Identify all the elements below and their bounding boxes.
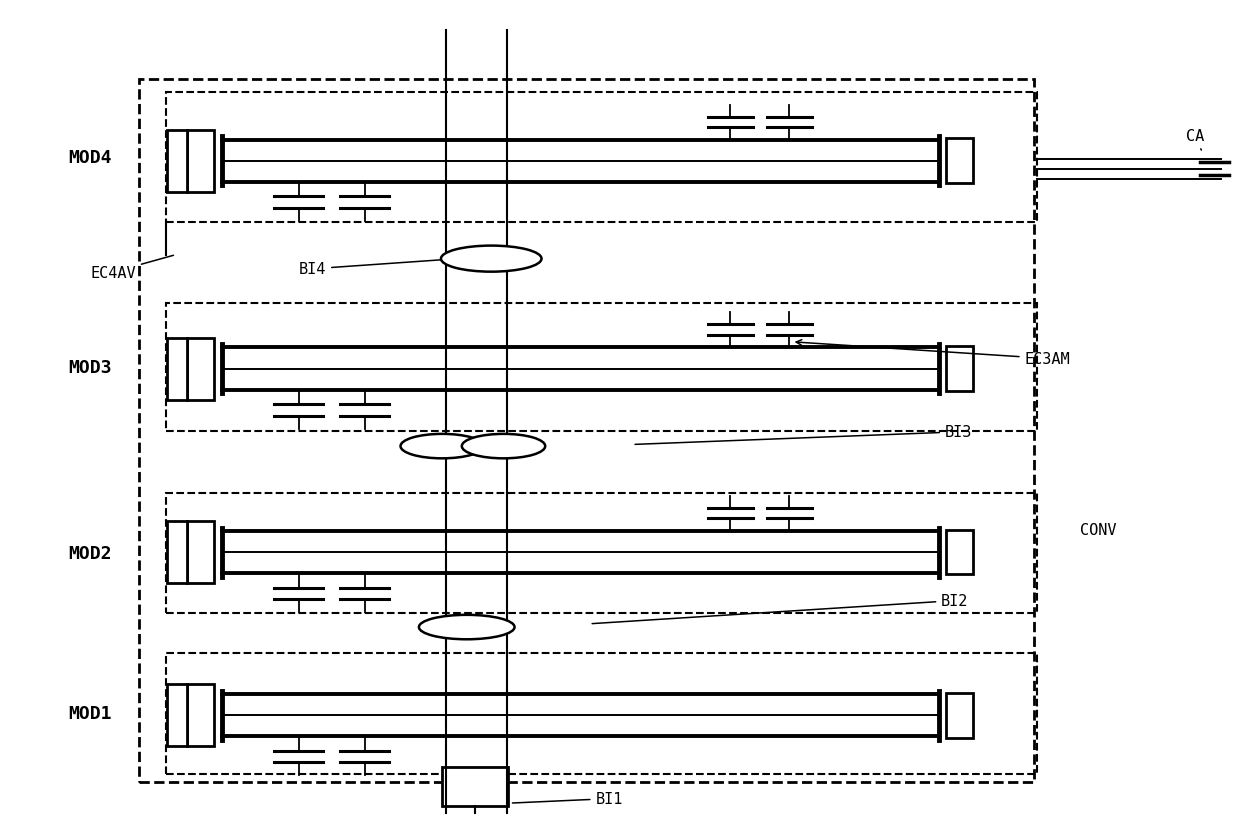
Text: BI3: BI3 <box>635 425 972 445</box>
FancyBboxPatch shape <box>167 522 187 584</box>
Text: EC3AM: EC3AM <box>796 340 1070 367</box>
FancyBboxPatch shape <box>187 131 215 193</box>
Text: MOD1: MOD1 <box>68 705 112 723</box>
Text: MOD2: MOD2 <box>68 544 112 562</box>
Text: MOD4: MOD4 <box>68 148 112 166</box>
Text: BI4: BI4 <box>299 259 455 277</box>
Text: CA: CA <box>1187 129 1205 151</box>
FancyBboxPatch shape <box>167 684 187 746</box>
FancyBboxPatch shape <box>187 339 215 400</box>
FancyBboxPatch shape <box>443 768 508 806</box>
Text: BI1: BI1 <box>512 792 622 806</box>
FancyBboxPatch shape <box>187 522 215 584</box>
Ellipse shape <box>401 435 484 459</box>
FancyBboxPatch shape <box>946 139 973 184</box>
FancyBboxPatch shape <box>167 339 187 400</box>
FancyBboxPatch shape <box>946 347 973 392</box>
Ellipse shape <box>419 615 515 639</box>
Text: EC4AV: EC4AV <box>91 256 174 280</box>
FancyBboxPatch shape <box>946 693 973 738</box>
FancyBboxPatch shape <box>946 530 973 575</box>
Text: MOD3: MOD3 <box>68 359 112 377</box>
FancyBboxPatch shape <box>167 131 187 193</box>
Text: CONV: CONV <box>1080 522 1116 537</box>
Ellipse shape <box>461 435 546 459</box>
Text: BI2: BI2 <box>593 594 968 623</box>
Ellipse shape <box>441 246 542 272</box>
FancyBboxPatch shape <box>187 684 215 746</box>
